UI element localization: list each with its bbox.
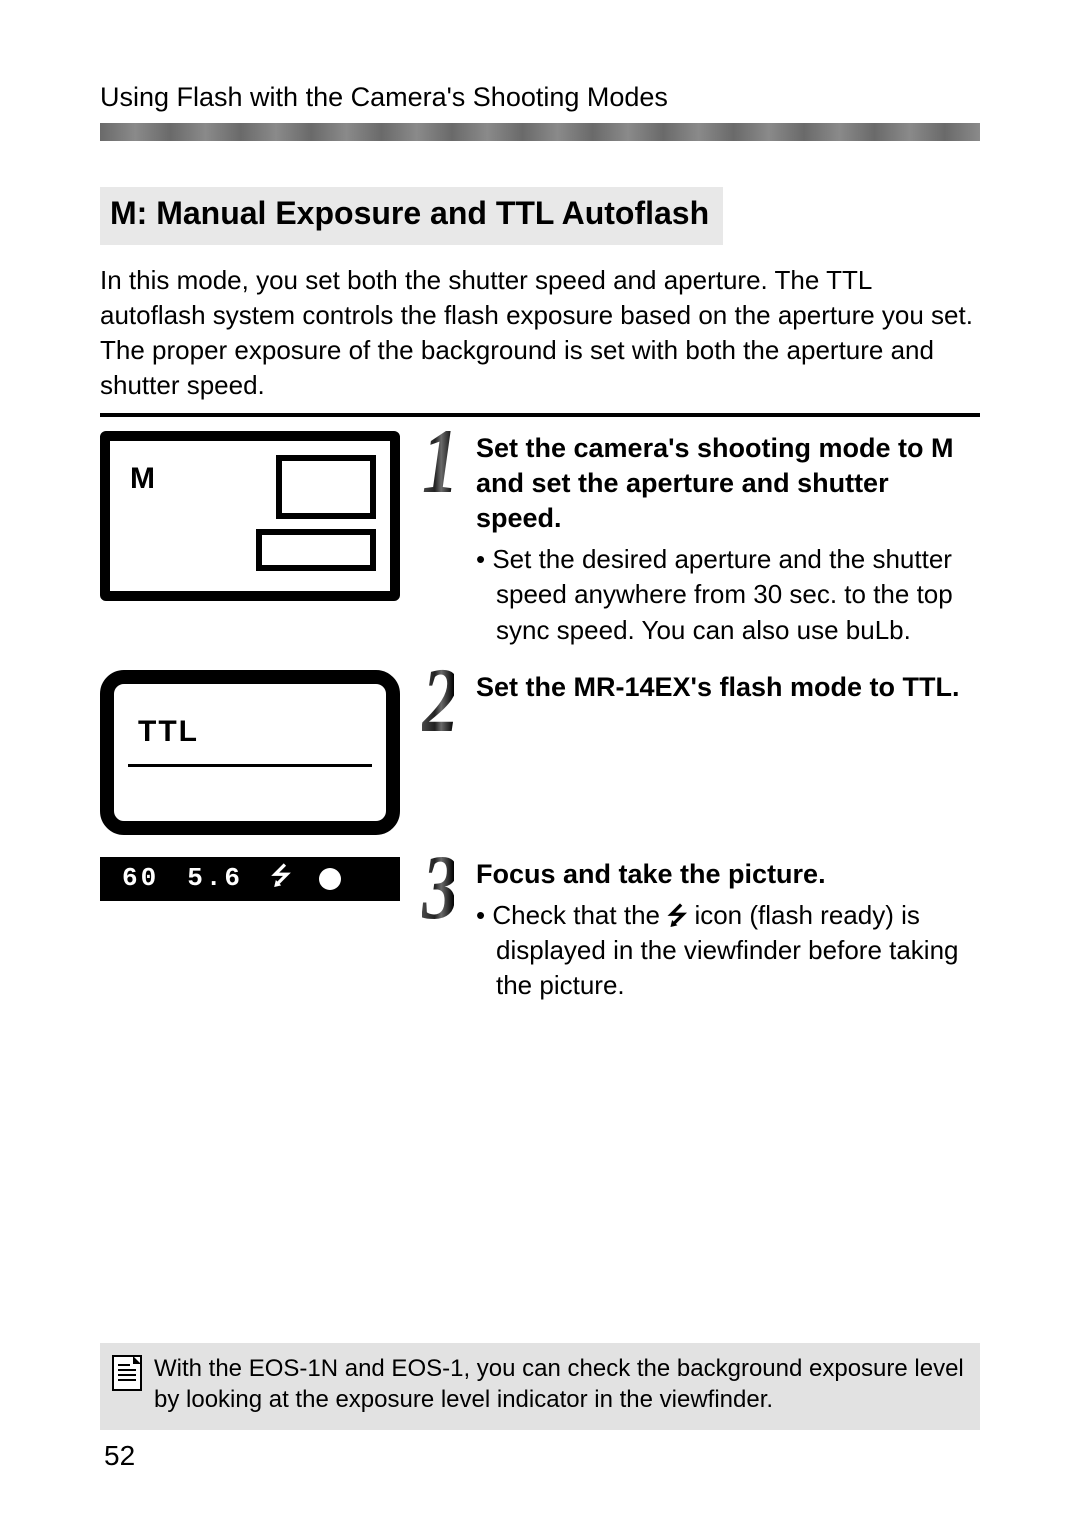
lcd-divider-line bbox=[128, 764, 372, 767]
step-3-heading: Focus and take the picture. bbox=[476, 857, 980, 892]
section-title: M: Manual Exposure and TTL Autoflash bbox=[110, 193, 709, 235]
lcd-rect-icon bbox=[256, 529, 376, 571]
note-box: With the EOS-1N and EOS-1, you can check… bbox=[100, 1343, 980, 1429]
focus-confirm-icon bbox=[319, 868, 341, 890]
lcd-rect-icon bbox=[276, 455, 376, 519]
step-number-3: 3 bbox=[422, 853, 454, 922]
bullet-text-pre: Check that the bbox=[492, 900, 667, 930]
step-row: M 1 Set the camera's shooting mode to M … bbox=[100, 431, 980, 648]
step-row: 60 5.6 ⭍ 3 Focus and take the picture. C… bbox=[100, 857, 980, 1004]
viewfinder-aperture: 5.6 bbox=[187, 862, 243, 896]
flash-bolt-icon: ⭍ bbox=[667, 903, 687, 930]
viewfinder-shutter: 60 bbox=[122, 862, 159, 896]
section-divider bbox=[100, 413, 980, 417]
section-title-background: M: Manual Exposure and TTL Autoflash bbox=[100, 187, 723, 245]
step-2-heading: Set the MR-14EX's flash mode to TTL. bbox=[476, 670, 980, 705]
lcd-mode-letter: M bbox=[130, 459, 155, 498]
step-1-heading: Set the camera's shooting mode to M and … bbox=[476, 431, 980, 536]
note-page-icon bbox=[112, 1355, 142, 1391]
flash-ready-icon: ⭍ bbox=[271, 863, 291, 894]
page-number: 52 bbox=[104, 1438, 980, 1474]
step-number-1: 1 bbox=[422, 427, 454, 496]
camera-lcd-illustration-1: M bbox=[100, 431, 400, 601]
page-header: Using Flash with the Camera's Shooting M… bbox=[100, 80, 980, 115]
step-1-bullet: Set the desired aperture and the shutter… bbox=[476, 542, 980, 647]
flash-lcd-illustration: TTL bbox=[100, 670, 400, 835]
viewfinder-display: 60 5.6 ⭍ bbox=[100, 857, 400, 901]
step-row: TTL 2 Set the MR-14EX's flash mode to TT… bbox=[100, 670, 980, 835]
note-text: With the EOS-1N and EOS-1, you can check… bbox=[154, 1353, 968, 1415]
step-3-bullet: Check that the ⭍ icon (flash ready) is d… bbox=[476, 898, 980, 1004]
lcd-ttl-text: TTL bbox=[138, 712, 199, 751]
section-intro: In this mode, you set both the shutter s… bbox=[100, 263, 980, 403]
header-divider-bar bbox=[100, 123, 980, 141]
step-number-2: 2 bbox=[422, 666, 454, 735]
